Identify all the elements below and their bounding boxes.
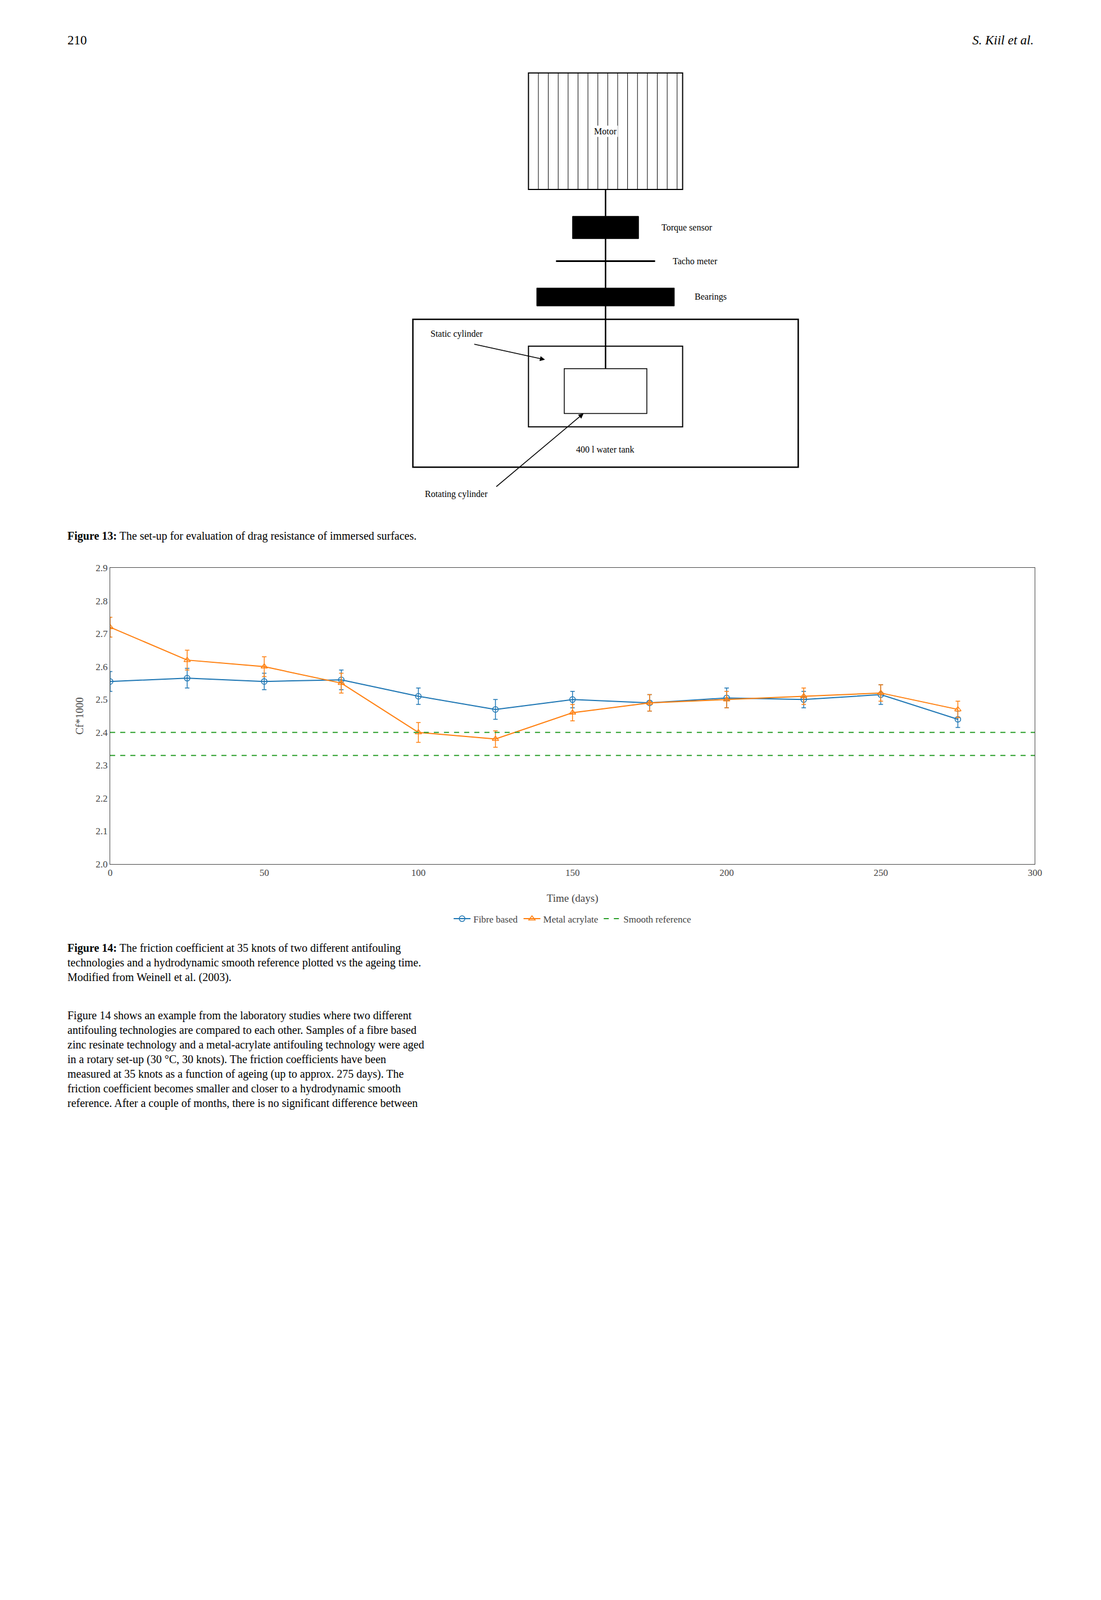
svg-text:2.2: 2.2: [95, 793, 108, 804]
svg-text:Figure 14: The friction coeffi: Figure 14: The friction coefficient at 3…: [67, 941, 421, 984]
svg-text:Motor: Motor: [594, 126, 618, 137]
svg-text:150: 150: [565, 867, 580, 878]
svg-text:2.9: 2.9: [95, 562, 108, 574]
svg-text:2.1: 2.1: [95, 825, 108, 837]
svg-text:210: 210: [67, 33, 88, 48]
svg-text:Cf*1000: Cf*1000: [73, 696, 86, 735]
svg-text:Time (days): Time (days): [546, 891, 599, 905]
svg-text:Rotating cylinder: Rotating cylinder: [424, 488, 488, 500]
svg-text:250: 250: [873, 867, 888, 878]
svg-text:2.7: 2.7: [95, 628, 108, 640]
svg-text:0: 0: [107, 867, 113, 878]
svg-text:100: 100: [411, 867, 427, 878]
svg-text:Fibre based: Fibre based: [473, 913, 518, 925]
svg-text:Torque sensor: Torque sensor: [661, 222, 713, 233]
svg-text:Figure 14 shows an example fro: Figure 14 shows an example from the labo…: [67, 1008, 425, 1110]
svg-text:300: 300: [1027, 867, 1043, 878]
svg-text:Metal acrylate: Metal acrylate: [543, 913, 599, 925]
svg-text:Tacho meter: Tacho meter: [672, 256, 718, 266]
svg-text:Smooth reference: Smooth reference: [623, 913, 691, 925]
svg-text:200: 200: [719, 867, 734, 878]
svg-text:Bearings: Bearings: [694, 291, 727, 302]
svg-text:2.3: 2.3: [95, 759, 108, 771]
svg-text:S. Kiil et al.: S. Kiil et al.: [972, 33, 1034, 48]
svg-text:400 l water tank: 400 l water tank: [576, 444, 635, 455]
svg-text:2.4: 2.4: [95, 727, 108, 738]
svg-text:Figure 13: The set-up for eval: Figure 13: The set-up for evaluation of …: [67, 529, 417, 543]
svg-text:2.6: 2.6: [95, 661, 108, 673]
svg-text:2.8: 2.8: [95, 595, 108, 607]
svg-text:2.5: 2.5: [95, 694, 108, 705]
svg-text:50: 50: [259, 867, 270, 878]
svg-text:Static cylinder: Static cylinder: [430, 328, 484, 339]
svg-text:2.0: 2.0: [95, 858, 108, 870]
